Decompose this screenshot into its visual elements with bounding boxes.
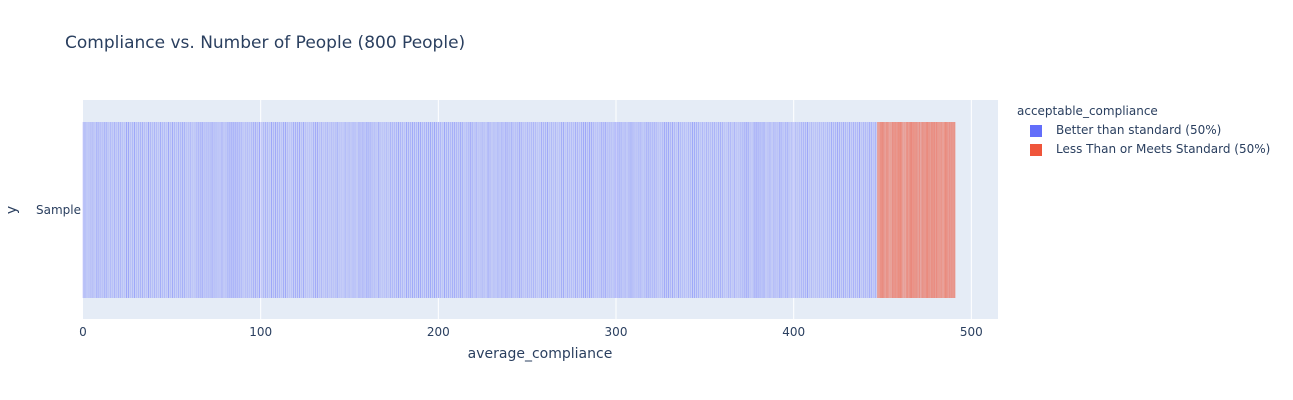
x-tick-label: 300 <box>605 325 628 339</box>
legend-label-less-than-or-meets: Less Than or Meets Standard (50%) <box>1056 142 1271 156</box>
x-axis-title: average_compliance <box>467 346 613 362</box>
y-axis-title: y <box>4 205 20 215</box>
chart-title: Compliance vs. Number of People (800 Peo… <box>65 33 466 53</box>
x-ticks: 0 100 200 300 400 500 <box>79 325 983 339</box>
legend-swatch-less-than-or-meets <box>1030 144 1042 156</box>
bar-band <box>83 122 878 298</box>
plot-background <box>83 100 998 319</box>
x-tick-label: 100 <box>249 325 272 339</box>
legend-item-less-than-or-meets[interactable]: Less Than or Meets Standard (50%) <box>1030 142 1290 158</box>
legend-label-better: Better than standard (50%) <box>1056 123 1222 137</box>
legend-title: acceptable_compliance <box>1017 104 1158 118</box>
y-ticks: Sample <box>36 203 81 217</box>
x-tick-label: 500 <box>960 325 983 339</box>
x-tick-label: 400 <box>782 325 805 339</box>
bars-layer <box>82 122 956 298</box>
x-tick-label: 0 <box>79 325 87 339</box>
y-tick-label: Sample <box>36 203 81 217</box>
legend-item-better[interactable]: Better than standard (50%) <box>1030 123 1290 139</box>
legend-swatch-better <box>1030 125 1042 137</box>
bar-band <box>877 122 956 298</box>
x-tick-label: 200 <box>427 325 450 339</box>
legend: acceptable_compliance Better than standa… <box>1017 104 1287 164</box>
